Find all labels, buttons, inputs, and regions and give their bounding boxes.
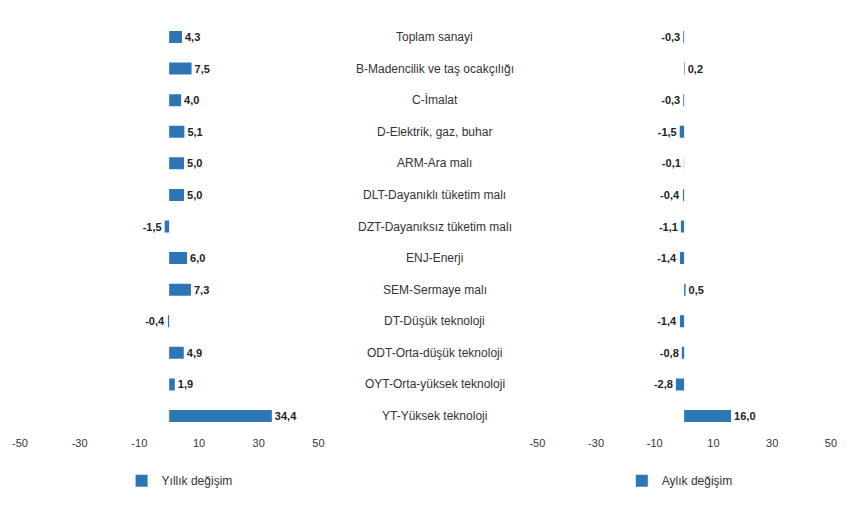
svg-text:-0,8: -0,8 [660, 347, 679, 359]
svg-text:6,0: 6,0 [190, 252, 205, 264]
svg-text:1,9: 1,9 [178, 378, 193, 390]
svg-text:5,1: 5,1 [187, 126, 202, 138]
svg-text:30: 30 [253, 437, 265, 449]
svg-text:DT-Düşük teknoloji: DT-Düşük teknoloji [384, 314, 485, 328]
svg-text:-0,3: -0,3 [661, 94, 680, 106]
svg-text:50: 50 [825, 437, 837, 449]
svg-text:YT-Yüksek teknoloji: YT-Yüksek teknoloji [382, 409, 487, 423]
svg-text:OYT-Orta-yüksek teknoloji: OYT-Orta-yüksek teknoloji [365, 377, 505, 391]
svg-text:ARM-Ara malı: ARM-Ara malı [397, 156, 472, 170]
svg-text:-1,5: -1,5 [658, 126, 677, 138]
svg-text:50: 50 [312, 437, 324, 449]
svg-text:10: 10 [707, 437, 719, 449]
svg-text:SEM-Sermaye malı: SEM-Sermaye malı [383, 283, 487, 297]
svg-text:5,0: 5,0 [187, 157, 202, 169]
svg-text:-50: -50 [529, 437, 545, 449]
svg-text:7,5: 7,5 [195, 63, 210, 75]
svg-text:C-İmalat: C-İmalat [412, 93, 458, 107]
svg-text:4,0: 4,0 [184, 94, 199, 106]
svg-text:Aylık değişim: Aylık değişim [662, 474, 732, 488]
svg-text:-30: -30 [72, 437, 88, 449]
svg-text:-50: -50 [12, 437, 28, 449]
svg-text:4,9: 4,9 [187, 347, 202, 359]
svg-text:-0,4: -0,4 [660, 189, 680, 201]
svg-text:-0,3: -0,3 [661, 31, 680, 43]
svg-text:D-Elektrik, gaz, buhar: D-Elektrik, gaz, buhar [377, 125, 492, 139]
svg-text:-1,4: -1,4 [657, 252, 677, 264]
svg-text:-10: -10 [131, 437, 147, 449]
svg-text:-30: -30 [588, 437, 604, 449]
svg-text:34,4: 34,4 [275, 410, 297, 422]
svg-text:ODT-Orta-düşük teknoloji: ODT-Orta-düşük teknoloji [367, 346, 502, 360]
svg-text:-1,5: -1,5 [143, 221, 162, 233]
svg-text:DZT-Dayanıksız tüketim malı: DZT-Dayanıksız tüketim malı [358, 220, 512, 234]
svg-text:ENJ-Enerji: ENJ-Enerji [406, 251, 463, 265]
svg-text:Toplam sanayi: Toplam sanayi [396, 30, 473, 44]
svg-text:16,0: 16,0 [734, 410, 755, 422]
svg-text:B-Madencilik ve taş ocakçılığı: B-Madencilik ve taş ocakçılığı [356, 62, 514, 76]
svg-text:-10: -10 [647, 437, 663, 449]
svg-text:30: 30 [766, 437, 778, 449]
svg-text:7,3: 7,3 [194, 284, 209, 296]
svg-text:-1,1: -1,1 [659, 221, 678, 233]
svg-text:-1,4: -1,4 [657, 315, 677, 327]
svg-text:-0,1: -0,1 [662, 157, 681, 169]
svg-text:0,5: 0,5 [689, 284, 704, 296]
svg-text:4,3: 4,3 [185, 31, 200, 43]
svg-text:10: 10 [193, 437, 205, 449]
svg-text:5,0: 5,0 [187, 189, 202, 201]
svg-text:-0,4: -0,4 [145, 315, 165, 327]
svg-text:-2,8: -2,8 [654, 378, 673, 390]
svg-text:Yıllık değişim: Yıllık değişim [162, 474, 233, 488]
svg-text:0,2: 0,2 [688, 63, 703, 75]
svg-text:DLT-Dayanıklı tüketim malı: DLT-Dayanıklı tüketim malı [363, 188, 506, 202]
